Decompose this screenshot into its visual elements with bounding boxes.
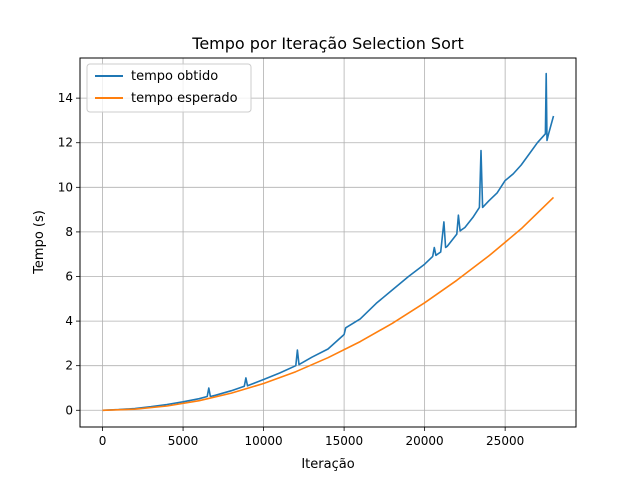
y-tick-label: 0 — [65, 403, 73, 417]
y-tick-label: 8 — [65, 225, 73, 239]
series-layer — [102, 72, 555, 412]
x-tick-label: 25000 — [486, 434, 524, 448]
ticks: 0 5000 10000 15000 20000 25000 0 2 4 6 8 10 12 14 — [58, 91, 525, 448]
x-tick-label: 10000 — [244, 434, 282, 448]
y-tick-label: 10 — [58, 180, 73, 194]
legend-box — [86, 63, 252, 113]
series-line-tempo-obtido — [102, 72, 555, 412]
plot-frame — [79, 57, 577, 428]
x-tick-label: 5000 — [168, 434, 199, 448]
y-tick-label: 12 — [58, 136, 73, 150]
y-tick-label: 4 — [65, 314, 73, 328]
y-tick-label: 14 — [58, 91, 73, 105]
y-axis-label: Tempo (s) — [32, 210, 47, 275]
legend: tempo obtido tempo esperado — [86, 63, 252, 113]
x-tick-label: 0 — [99, 434, 107, 448]
legend-label-tempo-esperado: tempo esperado — [131, 91, 238, 106]
series-line-tempo-esperado — [102, 196, 555, 412]
legend-label-tempo-obtido: tempo obtido — [131, 69, 218, 84]
grid — [80, 58, 576, 427]
x-axis-label: Iteração — [301, 457, 354, 472]
y-tick-label: 2 — [65, 359, 73, 373]
x-tick-label: 20000 — [406, 434, 444, 448]
y-tick-label: 6 — [65, 270, 73, 284]
chart-title: Tempo por Iteração Selection Sort — [191, 34, 463, 53]
x-tick-label: 15000 — [325, 434, 363, 448]
